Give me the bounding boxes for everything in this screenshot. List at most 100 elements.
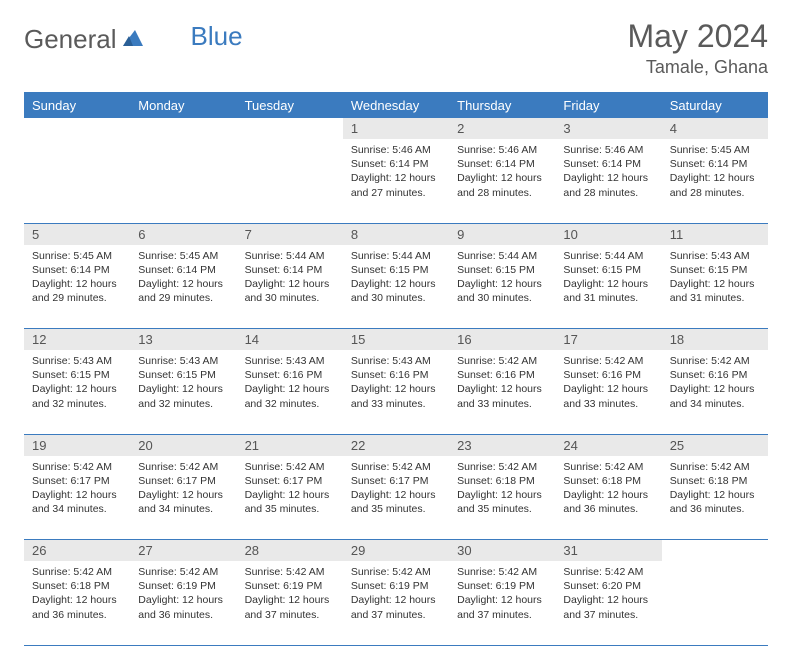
- day-number-cell: 18: [662, 329, 768, 351]
- sun-times: Sunrise: 5:43 AMSunset: 6:15 PMDaylight:…: [24, 350, 130, 417]
- day-content-cell: Sunrise: 5:44 AMSunset: 6:15 PMDaylight:…: [449, 245, 555, 329]
- weekday-header: Saturday: [662, 93, 768, 119]
- day-content-cell: [24, 139, 130, 223]
- day-number-cell: 26: [24, 540, 130, 562]
- day-content-cell: Sunrise: 5:42 AMSunset: 6:18 PMDaylight:…: [662, 456, 768, 540]
- day-content-cell: Sunrise: 5:43 AMSunset: 6:15 PMDaylight:…: [662, 245, 768, 329]
- sun-times: Sunrise: 5:42 AMSunset: 6:17 PMDaylight:…: [130, 456, 236, 523]
- day-number-cell: 14: [237, 329, 343, 351]
- day-content-cell: Sunrise: 5:42 AMSunset: 6:19 PMDaylight:…: [343, 561, 449, 645]
- day-content-cell: Sunrise: 5:42 AMSunset: 6:16 PMDaylight:…: [449, 350, 555, 434]
- day-number-cell: 6: [130, 223, 236, 245]
- day-number-cell: 5: [24, 223, 130, 245]
- brand-part1: General: [24, 24, 117, 55]
- sun-times: Sunrise: 5:42 AMSunset: 6:20 PMDaylight:…: [555, 561, 661, 628]
- day-number-cell: 12: [24, 329, 130, 351]
- day-content-cell: Sunrise: 5:42 AMSunset: 6:20 PMDaylight:…: [555, 561, 661, 645]
- sun-times: Sunrise: 5:42 AMSunset: 6:17 PMDaylight:…: [343, 456, 449, 523]
- day-number-cell: 13: [130, 329, 236, 351]
- day-number-row: 19202122232425: [24, 434, 768, 456]
- day-number-cell: 7: [237, 223, 343, 245]
- sun-times: Sunrise: 5:42 AMSunset: 6:16 PMDaylight:…: [555, 350, 661, 417]
- sun-times: Sunrise: 5:43 AMSunset: 6:15 PMDaylight:…: [662, 245, 768, 312]
- sun-times: Sunrise: 5:46 AMSunset: 6:14 PMDaylight:…: [555, 139, 661, 206]
- weekday-header: Friday: [555, 93, 661, 119]
- sun-times: Sunrise: 5:42 AMSunset: 6:18 PMDaylight:…: [24, 561, 130, 628]
- brand-part2: Blue: [191, 21, 243, 52]
- sun-times: Sunrise: 5:43 AMSunset: 6:16 PMDaylight:…: [237, 350, 343, 417]
- day-number-cell: 24: [555, 434, 661, 456]
- sun-times: Sunrise: 5:44 AMSunset: 6:15 PMDaylight:…: [555, 245, 661, 312]
- sun-times: Sunrise: 5:46 AMSunset: 6:14 PMDaylight:…: [449, 139, 555, 206]
- day-content-cell: [662, 561, 768, 645]
- day-number-cell: 30: [449, 540, 555, 562]
- sun-times: Sunrise: 5:43 AMSunset: 6:15 PMDaylight:…: [130, 350, 236, 417]
- day-content-cell: Sunrise: 5:42 AMSunset: 6:17 PMDaylight:…: [237, 456, 343, 540]
- sun-times: Sunrise: 5:42 AMSunset: 6:18 PMDaylight:…: [662, 456, 768, 523]
- day-content-cell: Sunrise: 5:42 AMSunset: 6:16 PMDaylight:…: [662, 350, 768, 434]
- day-number-cell: 19: [24, 434, 130, 456]
- sun-times: Sunrise: 5:43 AMSunset: 6:16 PMDaylight:…: [343, 350, 449, 417]
- day-number-row: 1234: [24, 118, 768, 139]
- sun-times: Sunrise: 5:44 AMSunset: 6:15 PMDaylight:…: [449, 245, 555, 312]
- day-content-cell: Sunrise: 5:45 AMSunset: 6:14 PMDaylight:…: [130, 245, 236, 329]
- day-number-cell: 29: [343, 540, 449, 562]
- weekday-header: Tuesday: [237, 93, 343, 119]
- day-content-cell: Sunrise: 5:44 AMSunset: 6:15 PMDaylight:…: [343, 245, 449, 329]
- sun-times: Sunrise: 5:45 AMSunset: 6:14 PMDaylight:…: [130, 245, 236, 312]
- sun-times: Sunrise: 5:45 AMSunset: 6:14 PMDaylight:…: [662, 139, 768, 206]
- weekday-header: Sunday: [24, 93, 130, 119]
- calendar-table: SundayMondayTuesdayWednesdayThursdayFrid…: [24, 92, 768, 646]
- day-number-cell: 17: [555, 329, 661, 351]
- day-content-cell: Sunrise: 5:45 AMSunset: 6:14 PMDaylight:…: [662, 139, 768, 223]
- sun-times: Sunrise: 5:42 AMSunset: 6:18 PMDaylight:…: [555, 456, 661, 523]
- weekday-header: Wednesday: [343, 93, 449, 119]
- day-content-row: Sunrise: 5:43 AMSunset: 6:15 PMDaylight:…: [24, 350, 768, 434]
- month-title: May 2024: [627, 18, 768, 55]
- day-content-row: Sunrise: 5:42 AMSunset: 6:18 PMDaylight:…: [24, 561, 768, 645]
- day-content-cell: Sunrise: 5:42 AMSunset: 6:19 PMDaylight:…: [237, 561, 343, 645]
- sun-times: Sunrise: 5:44 AMSunset: 6:14 PMDaylight:…: [237, 245, 343, 312]
- day-content-cell: Sunrise: 5:42 AMSunset: 6:17 PMDaylight:…: [24, 456, 130, 540]
- day-content-cell: Sunrise: 5:42 AMSunset: 6:16 PMDaylight:…: [555, 350, 661, 434]
- day-number-cell: 9: [449, 223, 555, 245]
- day-content-cell: Sunrise: 5:45 AMSunset: 6:14 PMDaylight:…: [24, 245, 130, 329]
- day-content-cell: Sunrise: 5:46 AMSunset: 6:14 PMDaylight:…: [449, 139, 555, 223]
- day-content-cell: Sunrise: 5:42 AMSunset: 6:17 PMDaylight:…: [130, 456, 236, 540]
- brand-logo: General Blue: [24, 24, 243, 55]
- day-number-row: 262728293031: [24, 540, 768, 562]
- day-number-row: 12131415161718: [24, 329, 768, 351]
- day-content-cell: Sunrise: 5:44 AMSunset: 6:14 PMDaylight:…: [237, 245, 343, 329]
- day-number-cell: [130, 118, 236, 139]
- day-number-cell: 20: [130, 434, 236, 456]
- day-number-cell: [662, 540, 768, 562]
- day-content-cell: Sunrise: 5:43 AMSunset: 6:16 PMDaylight:…: [237, 350, 343, 434]
- day-content-cell: Sunrise: 5:43 AMSunset: 6:15 PMDaylight:…: [24, 350, 130, 434]
- sun-times: Sunrise: 5:42 AMSunset: 6:19 PMDaylight:…: [343, 561, 449, 628]
- day-number-cell: 11: [662, 223, 768, 245]
- sun-times: Sunrise: 5:46 AMSunset: 6:14 PMDaylight:…: [343, 139, 449, 206]
- day-content-cell: Sunrise: 5:46 AMSunset: 6:14 PMDaylight:…: [343, 139, 449, 223]
- sun-times: Sunrise: 5:42 AMSunset: 6:18 PMDaylight:…: [449, 456, 555, 523]
- day-number-cell: 25: [662, 434, 768, 456]
- day-number-cell: [24, 118, 130, 139]
- sun-times: Sunrise: 5:44 AMSunset: 6:15 PMDaylight:…: [343, 245, 449, 312]
- day-number-cell: 2: [449, 118, 555, 139]
- day-content-cell: [130, 139, 236, 223]
- title-block: May 2024 Tamale, Ghana: [627, 18, 768, 78]
- day-number-cell: 28: [237, 540, 343, 562]
- day-number-cell: 31: [555, 540, 661, 562]
- day-number-cell: 4: [662, 118, 768, 139]
- day-content-cell: Sunrise: 5:42 AMSunset: 6:18 PMDaylight:…: [449, 456, 555, 540]
- sail-icon: [121, 24, 145, 55]
- day-number-row: 567891011: [24, 223, 768, 245]
- day-content-cell: Sunrise: 5:42 AMSunset: 6:19 PMDaylight:…: [130, 561, 236, 645]
- day-number-cell: 21: [237, 434, 343, 456]
- day-number-cell: 23: [449, 434, 555, 456]
- sun-times: Sunrise: 5:42 AMSunset: 6:19 PMDaylight:…: [130, 561, 236, 628]
- sun-times: Sunrise: 5:42 AMSunset: 6:16 PMDaylight:…: [662, 350, 768, 417]
- day-number-cell: [237, 118, 343, 139]
- day-number-cell: 22: [343, 434, 449, 456]
- day-content-cell: Sunrise: 5:43 AMSunset: 6:15 PMDaylight:…: [130, 350, 236, 434]
- day-content-row: Sunrise: 5:42 AMSunset: 6:17 PMDaylight:…: [24, 456, 768, 540]
